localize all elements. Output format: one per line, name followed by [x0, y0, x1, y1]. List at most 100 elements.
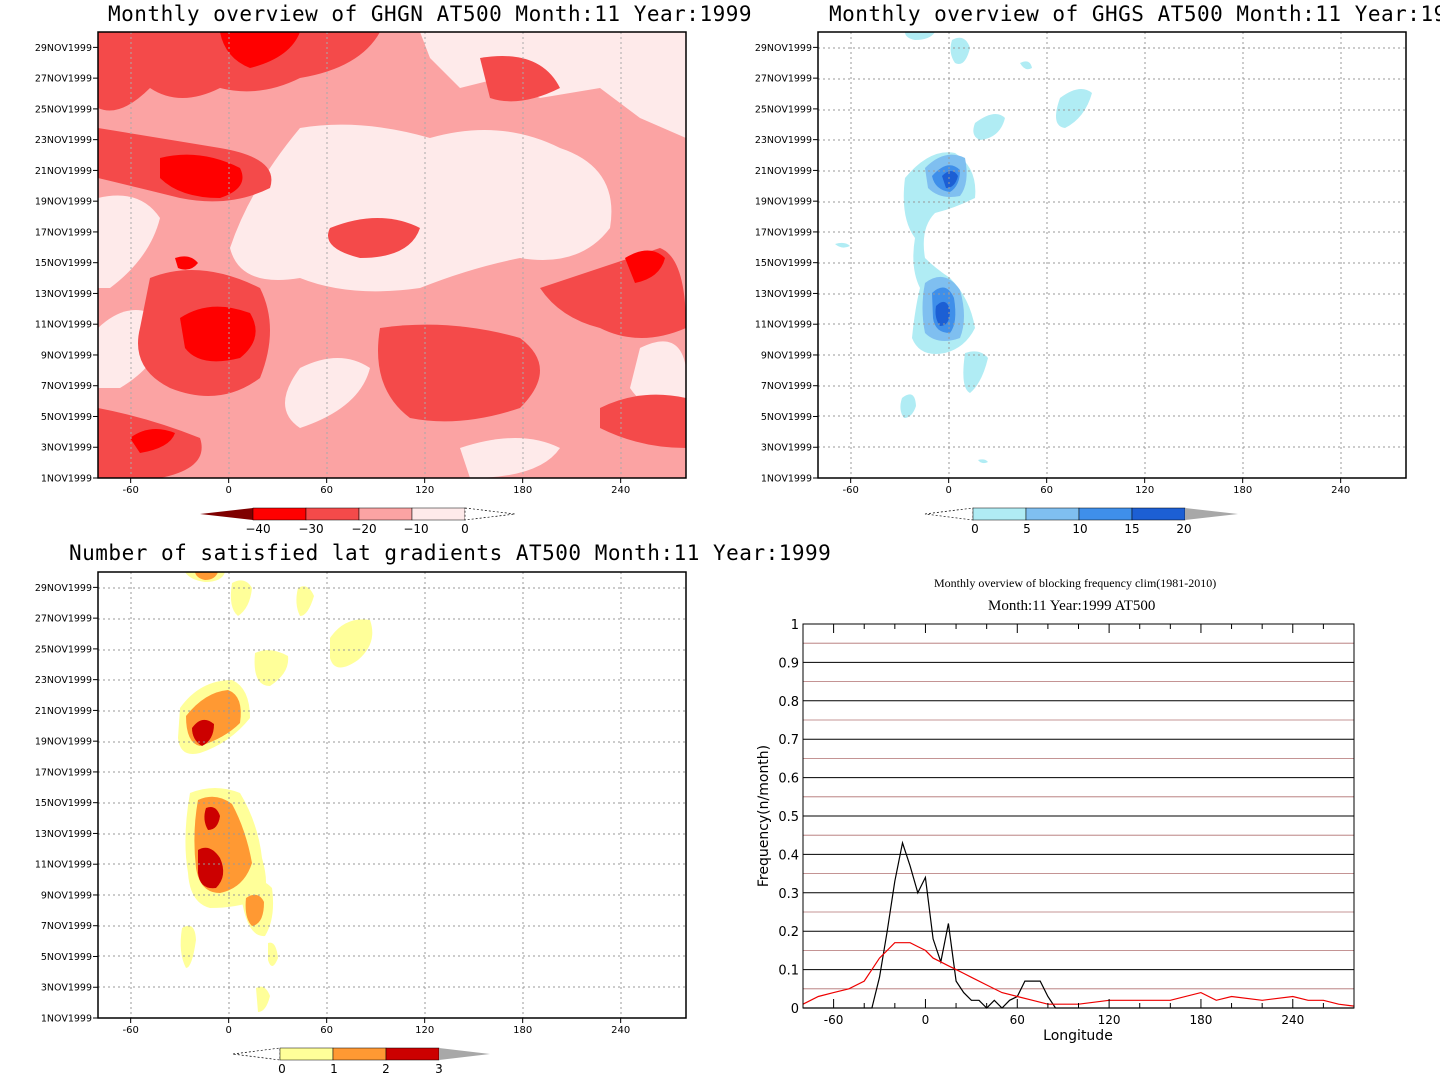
y-tick-label: 21NOV1999 — [35, 166, 92, 177]
ghgs-frame — [817, 31, 1407, 479]
ghgs-colorbar: 0 5 10 15 20 — [924, 507, 1238, 536]
latgrad-map: 1NOV1999 3NOV1999 5NOV1999 7NOV1999 9NOV1999… — [35, 571, 687, 1036]
ghgs-title: Monthly overview of GHGS AT500 Month:11 … — [829, 2, 1440, 26]
blocking-y-tick-label: 0.1 — [778, 964, 799, 979]
blocking-y-tick-label: 0.2 — [778, 925, 799, 940]
y-tick-label: 27NOV1999 — [35, 74, 92, 85]
y-tick-label: 13NOV1999 — [35, 289, 92, 300]
ghgn-y-axis: 1NOV1999 3NOV1999 5NOV1999 7NOV1999 9NOV1999… — [35, 43, 98, 485]
x-tick-label: 120 — [1135, 485, 1154, 496]
cb-red-label-5: 0 — [461, 522, 469, 536]
blocking-x-tick-label: 60 — [1010, 1013, 1025, 1027]
blocking-series — [802, 840, 1355, 1009]
y-tick-label: 1NOV1999 — [41, 1014, 92, 1025]
y-tick-label: 27NOV1999 — [35, 614, 92, 625]
blocking-title: Monthly overview of blocking frequency c… — [934, 576, 1217, 590]
blocking-x-tick-label: 0 — [922, 1013, 930, 1027]
cb-ylw-label-2: 1 — [330, 1062, 338, 1076]
y-tick-label: 1NOV1999 — [41, 474, 92, 485]
y-tick-label: 9NOV1999 — [41, 890, 92, 901]
cb-blue-overflow — [1185, 508, 1238, 520]
blocking-subtitle: Month:11 Year:1999 AT500 — [988, 598, 1156, 614]
blocking-x-tick-label: 180 — [1189, 1013, 1212, 1027]
blocking-y-tick-label: 1 — [791, 618, 799, 633]
latgrad-contours-3 — [192, 719, 224, 889]
x-tick-label: 60 — [1040, 485, 1053, 496]
cb-blue-1 — [972, 507, 1027, 521]
y-tick-label: 7NOV1999 — [41, 921, 92, 932]
x-tick-label: 120 — [415, 485, 434, 496]
y-tick-label: 23NOV1999 — [755, 135, 812, 146]
cb-red-4 — [411, 507, 466, 521]
y-tick-label: 19NOV1999 — [35, 197, 92, 208]
cb-red-3 — [358, 507, 413, 521]
blocking-chart: 0 0.1 0.2 0.3 0.4 0.5 0.6 0.7 0.8 0.9 1 -60 0 60 120 1… — [756, 618, 1355, 1044]
cb-blue-underflow — [924, 507, 974, 521]
x-tick-label: 240 — [611, 485, 630, 496]
cb-blue-label-2: 5 — [1023, 522, 1031, 536]
blocking-y-tick-label: 0.7 — [778, 733, 799, 748]
ghgs-gridlines — [818, 32, 1406, 478]
ghgn-contours-strong — [130, 32, 665, 453]
cb-blue-label-4: 15 — [1124, 522, 1139, 536]
y-tick-label: 25NOV1999 — [35, 644, 92, 655]
x-tick-label: 180 — [1233, 485, 1252, 496]
ghgs-y-axis: 1NOV1999 3NOV1999 5NOV1999 7NOV1999 9NOV1999… — [755, 43, 818, 485]
y-tick-label: 5NOV1999 — [41, 412, 92, 423]
y-tick-label: 5NOV1999 — [41, 952, 92, 963]
cb-blue-label-1: 0 — [971, 522, 979, 536]
x-tick-label: 0 — [945, 485, 951, 496]
blocking-x-tick-label: 120 — [1098, 1013, 1121, 1027]
y-tick-label: 19NOV1999 — [755, 197, 812, 208]
y-tick-label: 17NOV1999 — [35, 767, 92, 778]
y-tick-label: 5NOV1999 — [761, 412, 812, 423]
latgrad-frame — [97, 571, 687, 1019]
blocking-y-tick-label: 0.9 — [778, 656, 799, 671]
ghgs-x-axis: -60 0 60 120 180 240 — [842, 478, 1350, 496]
y-tick-label: 25NOV1999 — [35, 104, 92, 115]
cb-ylw-underflow — [232, 1047, 281, 1061]
x-tick-label: 60 — [320, 485, 333, 496]
x-tick-label: 60 — [320, 1025, 333, 1036]
y-tick-label: 19NOV1999 — [35, 737, 92, 748]
blocking-x-tick-label: 240 — [1281, 1013, 1304, 1027]
y-tick-label: 21NOV1999 — [755, 166, 812, 177]
x-tick-label: 0 — [225, 485, 231, 496]
cb-blue-4 — [1131, 507, 1186, 521]
cb-ylw-3 — [385, 1047, 440, 1061]
cb-ylw-label-1: 0 — [278, 1062, 286, 1076]
y-tick-label: 11NOV1999 — [35, 320, 92, 331]
x-tick-label: 180 — [513, 485, 532, 496]
cb-blue-2 — [1025, 507, 1080, 521]
ghgn-contours-mid — [98, 32, 686, 478]
cb-red-2 — [305, 507, 360, 521]
latgrad-title: Number of satisfied lat gradients AT500 … — [69, 541, 832, 565]
cb-ylw-1 — [279, 1047, 334, 1061]
cb-red-underflow — [464, 507, 516, 521]
y-tick-label: 11NOV1999 — [755, 320, 812, 331]
y-tick-label: 9NOV1999 — [41, 350, 92, 361]
x-tick-label: 180 — [513, 1025, 532, 1036]
blocking-x-axis: -60 0 60 120 180 240 — [802, 624, 1355, 1027]
y-tick-label: 15NOV1999 — [35, 798, 92, 809]
cb-red-label-1: −40 — [245, 522, 270, 536]
ghgn-map: 1NOV1999 3NOV1999 5NOV1999 7NOV1999 9NOV1999… — [35, 31, 687, 496]
y-tick-label: 17NOV1999 — [755, 227, 812, 238]
x-tick-label: -60 — [122, 1025, 138, 1036]
blocking-y-tick-label: 0 — [791, 1002, 799, 1017]
latgrad-gridlines — [98, 572, 686, 1018]
y-tick-label: 25NOV1999 — [755, 104, 812, 115]
y-tick-label: 11NOV1999 — [35, 860, 92, 871]
x-tick-label: -60 — [842, 485, 858, 496]
blocking-series-red-line — [802, 942, 1355, 1007]
ghgn-title: Monthly overview of GHGN AT500 Month:11 … — [108, 2, 753, 26]
y-tick-label: 9NOV1999 — [761, 350, 812, 361]
y-tick-label: 1NOV1999 — [761, 474, 812, 485]
y-tick-label: 23NOV1999 — [35, 135, 92, 146]
cb-red-overflow — [200, 508, 253, 520]
blocking-y-axis: 0 0.1 0.2 0.3 0.4 0.5 0.6 0.7 0.8 0.9 1 — [778, 618, 799, 1017]
blocking-xlabel: Longitude — [1043, 1028, 1113, 1044]
cb-ylw-overflow — [439, 1048, 490, 1060]
cb-ylw-label-3: 2 — [382, 1062, 390, 1076]
ghgn-colorbar: −40 −30 −20 −10 0 — [200, 507, 516, 536]
